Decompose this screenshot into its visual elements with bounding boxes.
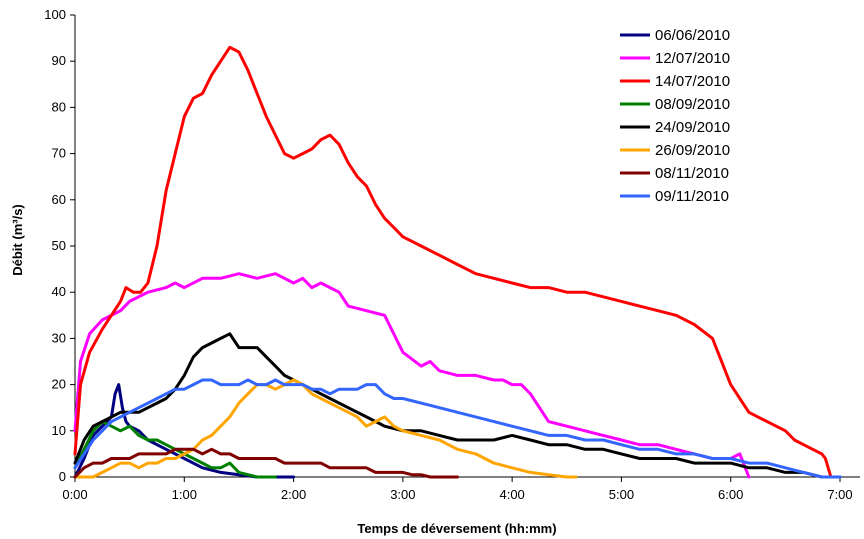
series-line-7 [73, 447, 459, 479]
y-tick-label: 0 [59, 469, 66, 484]
axes: 0 10 20 30 40 50 60 70 80 90 100 0:00 1:00 2:00 3:00 4:… [44, 7, 860, 502]
x-tick-label: 4:00 [499, 487, 524, 502]
x-axis-title: Temps de déversement (hh:mm) [357, 521, 556, 536]
x-tick-label: 1:00 [172, 487, 197, 502]
x-tick-label: 6:00 [718, 487, 743, 502]
legend-label: 09/11/2010 [655, 188, 729, 205]
y-tick-label: 100 [44, 7, 66, 22]
y-tick-label: 80 [52, 99, 66, 114]
x-tick-label: 5:00 [609, 487, 634, 502]
y-tick-label: 30 [52, 330, 66, 345]
y-tick-label: 40 [52, 284, 66, 299]
legend: 06/06/2010 12/07/2010 14/07/2010 08/09/2010… [620, 27, 730, 205]
x-tick-label: 2:00 [281, 487, 306, 502]
y-axis-title: Débit (m³/s) [10, 204, 25, 276]
series-line-5 [73, 332, 842, 479]
series-line-4 [73, 420, 277, 479]
x-tick-label: 3:00 [390, 487, 415, 502]
series-line-1 [73, 383, 296, 479]
series-line-3 [73, 45, 833, 479]
legend-label: 08/09/2010 [655, 96, 730, 113]
y-tick-label: 70 [52, 146, 66, 161]
x-tick-label: 0:00 [62, 487, 87, 502]
y-tick-label: 10 [52, 423, 66, 438]
series-line-2 [73, 272, 751, 479]
series-line-6 [73, 378, 578, 479]
legend-label: 14/07/2010 [655, 73, 730, 90]
legend-label: 24/09/2010 [655, 119, 730, 136]
series-line-8 [73, 378, 842, 479]
series-layer [73, 45, 842, 479]
y-tick-label: 60 [52, 192, 66, 207]
legend-label: 06/06/2010 [655, 27, 730, 44]
x-tick-label: 7:00 [827, 487, 852, 502]
legend-label: 26/09/2010 [655, 142, 730, 159]
legend-label: 12/07/2010 [655, 50, 730, 67]
y-tick-label: 90 [52, 53, 66, 68]
y-tick-label: 50 [52, 238, 66, 253]
y-tick-label: 20 [52, 377, 66, 392]
legend-label: 08/11/2010 [655, 165, 729, 182]
